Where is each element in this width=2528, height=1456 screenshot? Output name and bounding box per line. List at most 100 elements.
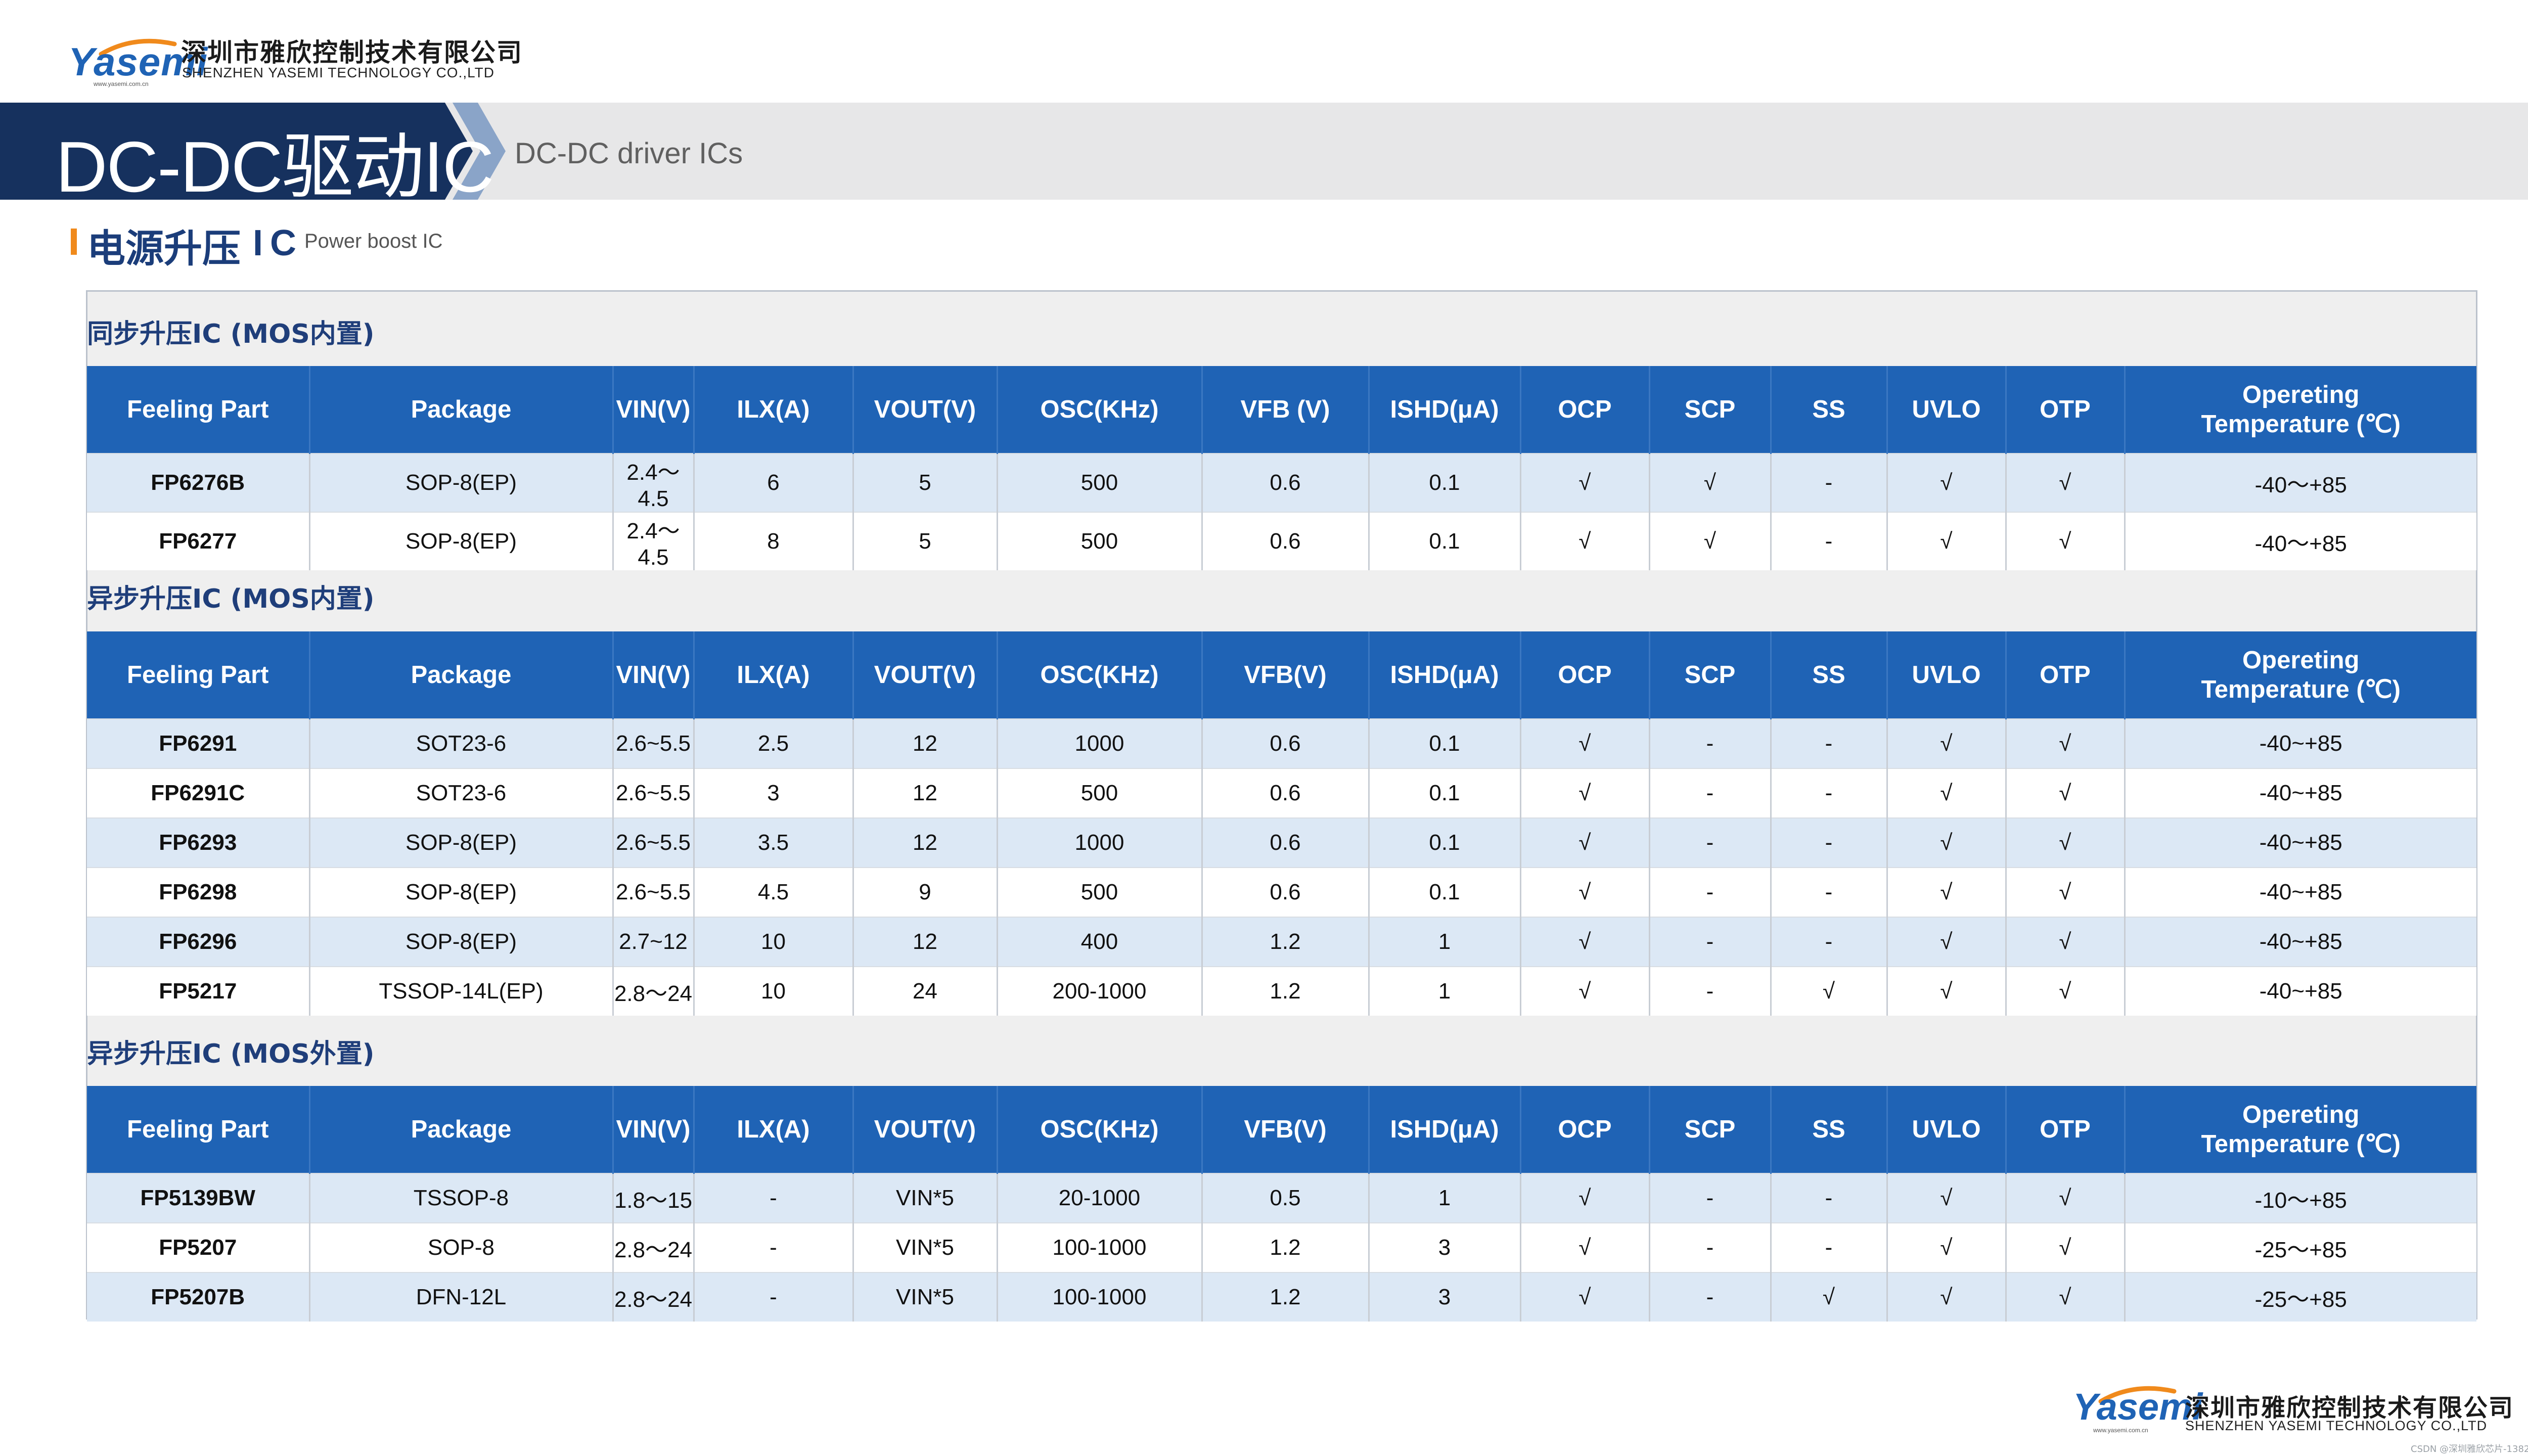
- cell-otp: √: [2006, 966, 2126, 1016]
- cell-temp: -10～+85: [2125, 1173, 2476, 1223]
- cell-scp: -: [1649, 1272, 1772, 1322]
- cell-temp: -25～+85: [2125, 1222, 2476, 1272]
- column-header-scp: SCP: [1649, 631, 1772, 719]
- cell-uvlo: √: [1887, 1272, 2007, 1322]
- cell-ocp: √: [1520, 817, 1650, 868]
- cell-vfb: 0.6: [1202, 718, 1370, 768]
- table-row: FP5217 TSSOP-14L(EP) 2.8～24 10 24 200-1000 1.2…: [87, 966, 2476, 1016]
- footer-company-name-en: SHENZHEN YASEMI TECHNOLOGY CO.,LTD: [2185, 1418, 2488, 1433]
- cell-vfb: 1.2: [1202, 1272, 1370, 1322]
- cell-scp: -: [1649, 718, 1772, 768]
- column-header-vfb: VFB (V): [1202, 366, 1370, 453]
- company-name-en: SHENZHEN YASEMI TECHNOLOGY CO.,LTD: [182, 65, 494, 80]
- column-header-uvlo: UVLO: [1887, 1086, 2007, 1173]
- column-header-ss: SS: [1771, 366, 1888, 453]
- column-header-otp: OTP: [2006, 631, 2126, 719]
- cell-osc: 500: [997, 867, 1203, 917]
- cell-scp: √: [1649, 453, 1772, 512]
- table-row: FP6276B SOP-8(EP) 2.4～4.5 6 5 500 0.6 0.1 √ √ - √ √ -…: [87, 453, 2476, 512]
- table-header-row: Feeling Part Package VIN(V) ILX(A) VOUT(V) OS…: [87, 366, 2476, 453]
- cell-uvlo: √: [1887, 966, 2007, 1016]
- column-header-vfb: VFB(V): [1202, 1086, 1370, 1173]
- cell-ocp: √: [1520, 966, 1650, 1016]
- cell-temp: -40~+85: [2125, 966, 2476, 1016]
- cell-scp: -: [1649, 917, 1772, 967]
- cell-otp: √: [2006, 1222, 2126, 1272]
- cell-otp: √: [2006, 768, 2126, 818]
- column-header-vout: VOUT(V): [853, 631, 998, 719]
- cell-vfb: 0.6: [1202, 453, 1370, 512]
- table-row: FP6291 SOT23-6 2.6~5.5 2.5 12 1000 0.6 0.1 √ - - √ √…: [87, 718, 2476, 768]
- table-row: FP5207 SOP-8 2.8～24- VIN*5 100-1000 1.2 3 √ - - √ √…: [87, 1222, 2476, 1272]
- cell-ss: √: [1771, 966, 1888, 1016]
- cell-vin: 2.6~5.5: [613, 718, 695, 768]
- column-header-vin: VIN(V): [613, 366, 695, 453]
- cell-vin: 2.4～4.5: [613, 512, 695, 570]
- table-row: FP5139BW TSSOP-8 1.8～15- VIN*5 20-1000 0.5 1 √ -…: [87, 1173, 2476, 1223]
- cell-ishd: 0.1: [1369, 768, 1521, 818]
- table-row: FP6298 SOP-8(EP) 2.6~5.5 4.5 9 500 0.6 0.1 √ - - √ √…: [87, 867, 2476, 917]
- cell-ss: -: [1771, 917, 1888, 967]
- cell-ilx: 10: [694, 966, 854, 1016]
- column-header-ocp: OCP: [1520, 1086, 1650, 1173]
- cell-osc: 100-1000: [997, 1272, 1203, 1322]
- table-header-row: Feeling Part Package VIN(V) ILX(A) VOUT(V) OS…: [87, 1086, 2476, 1173]
- cell-ishd: 0.1: [1369, 453, 1521, 512]
- cell-temp: -40~+85: [2125, 867, 2476, 917]
- cell-ilx: -: [694, 1272, 854, 1322]
- cell-vfb: 1.2: [1202, 966, 1370, 1016]
- cell-package: SOP-8(EP): [309, 867, 614, 917]
- cell-ss: √: [1771, 1272, 1888, 1322]
- cell-ocp: √: [1520, 917, 1650, 967]
- cell-vin: 1.8～15: [613, 1173, 695, 1223]
- footer-logo-text: Yasemi: [2073, 1386, 2203, 1428]
- column-header-part: Feeling Part: [87, 366, 310, 453]
- page-subtitle: DC-DC driver ICs: [515, 137, 743, 170]
- cell-ss: -: [1771, 768, 1888, 818]
- cell-osc: 100-1000: [997, 1222, 1203, 1272]
- cell-uvlo: √: [1887, 817, 2007, 868]
- cell-otp: √: [2006, 817, 2126, 868]
- cell-vin: 2.6~5.5: [613, 867, 695, 917]
- column-header-uvlo: UVLO: [1887, 366, 2007, 453]
- cell-vout: 24: [853, 966, 998, 1016]
- cell-temp: -40~+85: [2125, 768, 2476, 818]
- cell-ocp: √: [1520, 1173, 1650, 1223]
- cell-ishd: 1: [1369, 966, 1521, 1016]
- cell-ss: -: [1771, 512, 1888, 570]
- cell-ss: -: [1771, 817, 1888, 868]
- section-title-ic: IC: [253, 223, 303, 263]
- column-header-otp: OTP: [2006, 1086, 2126, 1173]
- cell-temp: -40~+85: [2125, 917, 2476, 967]
- cell-vout: VIN*5: [853, 1272, 998, 1322]
- cell-osc: 500: [997, 768, 1203, 818]
- cell-vout: 9: [853, 867, 998, 917]
- cell-part: FP5207: [87, 1222, 310, 1272]
- cell-uvlo: √: [1887, 867, 2007, 917]
- cell-temp: -40～+85: [2125, 512, 2476, 570]
- cell-scp: √: [1649, 512, 1772, 570]
- cell-ishd: 1: [1369, 917, 1521, 967]
- cell-temp: -25～+85: [2125, 1272, 2476, 1322]
- cell-ishd: 0.1: [1369, 718, 1521, 768]
- cell-ilx: 8: [694, 512, 854, 570]
- cell-temp: -40～+85: [2125, 453, 2476, 512]
- section-title-en: Power boost IC: [304, 230, 443, 252]
- cell-otp: √: [2006, 867, 2126, 917]
- cell-ocp: √: [1520, 718, 1650, 768]
- column-header-vout: VOUT(V): [853, 1086, 998, 1173]
- cell-otp: √: [2006, 512, 2126, 570]
- cell-scp: -: [1649, 768, 1772, 818]
- cell-ishd: 0.1: [1369, 817, 1521, 868]
- company-name-cn: 深圳市雅欣控制技术有限公司: [181, 38, 523, 67]
- cell-part: FP5139BW: [87, 1173, 310, 1223]
- cell-otp: √: [2006, 718, 2126, 768]
- spec-table: Feeling Part Package VIN(V) ILX(A) VOUT(V) OS…: [87, 631, 2476, 1016]
- column-header-ss: SS: [1771, 1086, 1888, 1173]
- cell-vfb: 0.6: [1202, 768, 1370, 818]
- table-row: FP5207B DFN-12L 2.8～24- VIN*5 100-1000 1.2 3 √ -…: [87, 1272, 2476, 1322]
- table-row: FP6296 SOP-8(EP) 2.7~12 10 12 400 1.2 1 √ - - √ √ -40…: [87, 917, 2476, 967]
- cell-ss: -: [1771, 453, 1888, 512]
- cell-package: SOT23-6: [309, 768, 614, 818]
- cell-ocp: √: [1520, 512, 1650, 570]
